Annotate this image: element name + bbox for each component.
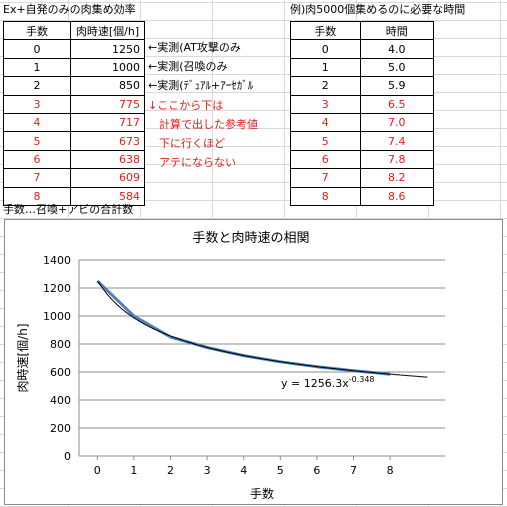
value-cell[interactable]: 7.0 bbox=[359, 112, 435, 133]
turns-cell[interactable]: 3 bbox=[290, 94, 361, 114]
y-tick-label: 800 bbox=[50, 338, 71, 351]
column-header-turns[interactable]: 手数 bbox=[2, 20, 72, 41]
required-time-row: 2 5.9 bbox=[290, 76, 435, 96]
turns-cell[interactable]: 1 bbox=[290, 57, 361, 78]
required-time-row: 4 7.0 bbox=[290, 112, 435, 133]
value-cell[interactable]: 7.8 bbox=[359, 149, 435, 170]
column-header-meat-rate[interactable]: 肉時速[個/h] bbox=[70, 20, 145, 41]
turns-cell[interactable]: 2 bbox=[290, 76, 361, 96]
turns-cell[interactable]: 0 bbox=[2, 39, 72, 59]
value-cell[interactable]: 775 bbox=[70, 94, 145, 114]
meat-rate-row: 4 717 bbox=[2, 112, 145, 133]
x-tick-label: 3 bbox=[204, 464, 211, 477]
x-tick-label: 2 bbox=[167, 464, 174, 477]
required-time-row: 6 7.8 bbox=[290, 149, 435, 170]
chart-area[interactable]: 手数と肉時速の相関 0 200 400 600 800 1000 1200 1400 0 1 2 3 4 5… bbox=[4, 219, 503, 505]
required-time-row: 5 7.4 bbox=[290, 131, 435, 151]
value-cell[interactable]: 638 bbox=[70, 149, 145, 170]
turns-cell[interactable]: 6 bbox=[290, 149, 361, 170]
series-line bbox=[96, 279, 391, 376]
x-axis-title: 手数 bbox=[250, 486, 274, 501]
note-line: ←実測(ﾃﾞｭｱﾙ+ｱｰｾｶﾞﾙ bbox=[148, 79, 254, 93]
correlation-chart: 手数と肉時速の相関 0 200 400 600 800 1000 1200 1400 0 1 2 3 4 5… bbox=[16, 231, 445, 501]
value-cell[interactable]: 5.0 bbox=[359, 57, 435, 78]
right-table-title: 例)肉5000個集めるのに必要な時間 bbox=[290, 3, 466, 16]
x-tick-label: 5 bbox=[277, 464, 284, 477]
y-tick-label: 200 bbox=[50, 422, 71, 435]
footnote: 手数…召喚+アビの合計数 bbox=[3, 203, 134, 216]
note-line: ←実測(AT攻撃のみ bbox=[148, 41, 241, 54]
y-tick-label: 1000 bbox=[43, 310, 71, 323]
required-time-row: 1 5.0 bbox=[290, 57, 435, 78]
value-cell[interactable]: 7.4 bbox=[359, 131, 435, 151]
required-time-row: 3 6.5 bbox=[290, 94, 435, 114]
y-tick-label: 1400 bbox=[43, 254, 71, 267]
value-cell[interactable]: 584 bbox=[70, 186, 145, 206]
meat-rate-row: 2 850 bbox=[2, 76, 145, 96]
value-cell[interactable]: 673 bbox=[70, 131, 145, 151]
turns-cell[interactable]: 5 bbox=[290, 131, 361, 151]
value-cell[interactable]: 6.5 bbox=[359, 94, 435, 114]
value-cell[interactable]: 1000 bbox=[70, 57, 145, 78]
turns-cell[interactable]: 7 bbox=[2, 168, 72, 188]
value-cell[interactable]: 850 bbox=[70, 76, 145, 96]
value-cell[interactable]: 1250 bbox=[70, 39, 145, 59]
turns-cell[interactable]: 5 bbox=[2, 131, 72, 151]
x-tick-label: 6 bbox=[313, 464, 320, 477]
x-tick-label: 1 bbox=[130, 464, 137, 477]
meat-rate-row: 1 1000 bbox=[2, 57, 145, 78]
turns-cell[interactable]: 2 bbox=[2, 76, 72, 96]
note-line: ↓ここから下は bbox=[148, 98, 224, 112]
required-time-row: 8 8.6 bbox=[290, 186, 435, 206]
meat-rate-table: 手数 肉時速[個/h] 0 1250 1 1000 2 850 3 775 4 717 5 673 6 6… bbox=[2, 20, 145, 206]
meat-rate-row: 6 638 bbox=[2, 149, 145, 170]
value-cell[interactable]: 609 bbox=[70, 168, 145, 188]
value-cell[interactable]: 4.0 bbox=[359, 39, 435, 59]
note-line: 計算で出した参考値 bbox=[148, 117, 258, 131]
required-time-row: 7 8.2 bbox=[290, 168, 435, 188]
turns-cell[interactable]: 7 bbox=[290, 168, 361, 188]
turns-cell[interactable]: 4 bbox=[2, 112, 72, 133]
meat-rate-row: 7 609 bbox=[2, 168, 145, 188]
y-tick-label: 400 bbox=[50, 394, 71, 407]
turns-cell[interactable]: 6 bbox=[2, 149, 72, 170]
turns-cell[interactable]: 1 bbox=[2, 57, 72, 78]
value-cell[interactable]: 5.9 bbox=[359, 76, 435, 96]
column-header-time[interactable]: 時間 bbox=[359, 20, 435, 41]
y-tick-label: 0 bbox=[64, 450, 71, 463]
turns-cell[interactable]: 0 bbox=[290, 39, 361, 59]
x-tick-label: 4 bbox=[240, 464, 247, 477]
meat-rate-row: 3 775 bbox=[2, 94, 145, 114]
x-tick-label: 0 bbox=[94, 464, 101, 477]
meat-rate-row: 5 673 bbox=[2, 131, 145, 151]
trend-equation: y = 1256.3x-0.348 bbox=[281, 375, 375, 390]
x-tick-label: 8 bbox=[387, 464, 394, 477]
column-header-turns[interactable]: 手数 bbox=[290, 20, 361, 41]
turns-cell[interactable]: 8 bbox=[290, 186, 361, 206]
required-time-table: 手数 時間 0 4.0 1 5.0 2 5.9 3 6.5 4 7.0 5 7.4 6 7.8 7 8.2 8 8… bbox=[290, 20, 435, 206]
x-tick-label: 7 bbox=[350, 464, 357, 477]
note-line: ←実測(召喚のみ bbox=[148, 60, 228, 74]
value-cell[interactable]: 717 bbox=[70, 112, 145, 133]
chart-title: 手数と肉時速の相関 bbox=[192, 231, 309, 246]
turns-cell[interactable]: 8 bbox=[2, 186, 72, 206]
meat-rate-row: 0 1250 bbox=[2, 39, 145, 59]
note-line: アテにならない bbox=[148, 156, 236, 170]
required-time-row: 0 4.0 bbox=[290, 39, 435, 59]
turns-cell[interactable]: 3 bbox=[2, 94, 72, 114]
turns-cell[interactable]: 4 bbox=[290, 112, 361, 133]
y-tick-label: 600 bbox=[50, 366, 71, 379]
left-table-title: Ex+自発のみの肉集め効率 bbox=[3, 3, 136, 16]
note-line: 下に行くほど bbox=[148, 137, 225, 150]
y-axis-title: 肉時速[個/h] bbox=[16, 323, 30, 392]
value-cell[interactable]: 8.2 bbox=[359, 168, 435, 188]
y-tick-label: 1200 bbox=[43, 282, 71, 295]
meat-rate-row: 8 584 bbox=[2, 186, 145, 206]
trendline bbox=[97, 281, 428, 378]
value-cell[interactable]: 8.6 bbox=[359, 186, 435, 206]
